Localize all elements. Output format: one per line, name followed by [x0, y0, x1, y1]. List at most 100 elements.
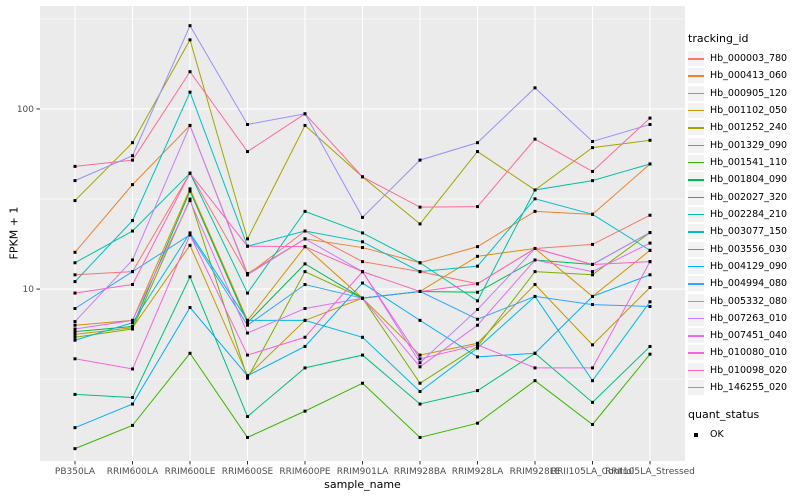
- data-point: [361, 296, 364, 300]
- data-point: [131, 141, 134, 145]
- data-point: [73, 426, 77, 430]
- data-point: [591, 139, 594, 143]
- data-point: [591, 400, 594, 404]
- data-point: [418, 402, 422, 406]
- data-point: [533, 366, 537, 370]
- quant-status-key: [688, 427, 704, 443]
- legend-item: Hb_010098_020: [688, 362, 800, 379]
- legend-line-swatch: [688, 213, 704, 216]
- legend-line-swatch: [688, 387, 704, 389]
- data-point: [648, 260, 652, 264]
- data-point: [73, 327, 77, 331]
- y-tick-label: 10: [23, 285, 35, 295]
- legend-key: [688, 380, 704, 396]
- data-point: [131, 270, 134, 274]
- data-point: [476, 254, 479, 258]
- data-point: [303, 209, 307, 213]
- data-point: [476, 308, 479, 312]
- legend-item: Hb_146255_020: [688, 379, 800, 396]
- data-point: [246, 323, 249, 327]
- data-point: [131, 158, 134, 162]
- legend-key: [688, 68, 704, 84]
- legend-item: Hb_001102_050: [688, 102, 800, 119]
- data-point: [246, 244, 249, 248]
- data-point: [476, 355, 479, 359]
- data-point: [648, 344, 652, 348]
- data-point: [361, 335, 364, 339]
- data-point: [533, 258, 537, 262]
- legend-key: [688, 362, 704, 378]
- data-point: [188, 123, 192, 127]
- data-point: [73, 332, 77, 336]
- legend-key: [688, 224, 704, 240]
- data-point: [246, 318, 249, 322]
- data-point: [188, 189, 192, 193]
- legend-item: Hb_000003_780: [688, 50, 800, 67]
- legend-item: Hb_010080_010: [688, 344, 800, 361]
- data-point: [533, 294, 537, 298]
- legend-label: Hb_000413_060: [710, 70, 788, 82]
- data-point: [73, 291, 77, 295]
- legend-key: [688, 328, 704, 344]
- data-point: [418, 365, 422, 369]
- data-point: [648, 241, 652, 245]
- legend-item: Hb_007451_040: [688, 327, 800, 344]
- data-point: [303, 112, 307, 116]
- x-tick-label: RRIM600SE: [222, 467, 274, 477]
- legend-line-swatch: [688, 196, 704, 199]
- data-point: [188, 24, 192, 28]
- data-point: [246, 353, 249, 357]
- data-point: [246, 415, 249, 419]
- data-point: [361, 270, 364, 274]
- legend-label: Hb_002284_210: [710, 208, 788, 220]
- legend-line-swatch: [688, 283, 704, 285]
- legend-item: Hb_002027_320: [688, 189, 800, 206]
- x-tick-label: RRII105LA_Control: [551, 467, 634, 477]
- data-point: [246, 291, 249, 295]
- data-point: [188, 70, 192, 74]
- data-point: [418, 361, 422, 365]
- data-point: [188, 171, 192, 175]
- data-point: [361, 231, 364, 235]
- data-point: [73, 199, 77, 203]
- quant-status-item: OK: [688, 426, 800, 443]
- data-point: [303, 335, 307, 339]
- data-point: [188, 38, 192, 42]
- y-tick-label: 100: [17, 105, 34, 115]
- legend-key: [688, 310, 704, 326]
- data-point: [533, 351, 537, 355]
- legend-line-swatch: [688, 127, 704, 129]
- data-point: [73, 335, 77, 339]
- legend-label: Hb_007451_040: [710, 330, 788, 342]
- data-point: [131, 183, 134, 187]
- legend-item: Hb_001252_240: [688, 119, 800, 136]
- legend-key: [688, 120, 704, 136]
- data-point: [418, 261, 422, 265]
- data-point: [476, 344, 479, 348]
- data-point: [418, 389, 422, 393]
- data-point: [591, 262, 594, 266]
- legend-label: Hb_004994_080: [710, 278, 788, 290]
- legend-key: [688, 85, 704, 101]
- data-point: [533, 137, 537, 141]
- legend-key: [688, 293, 704, 309]
- x-tick-label: RRIM600LA: [107, 467, 159, 477]
- data-point: [591, 423, 594, 427]
- data-point: [533, 270, 537, 274]
- legend-key: [688, 241, 704, 257]
- legend-item: Hb_001541_110: [688, 154, 800, 171]
- legend-line-swatch: [688, 231, 704, 233]
- data-point: [73, 392, 77, 396]
- legend-line-swatch: [688, 92, 704, 95]
- data-point: [131, 258, 134, 262]
- black-square-marker: [694, 432, 698, 437]
- data-point: [533, 379, 537, 383]
- data-point: [476, 141, 479, 145]
- legend-key: [688, 206, 704, 222]
- data-point: [361, 240, 364, 244]
- data-point: [246, 321, 249, 325]
- data-point: [73, 179, 77, 183]
- legend-line-swatch: [688, 352, 704, 354]
- data-point: [418, 357, 422, 361]
